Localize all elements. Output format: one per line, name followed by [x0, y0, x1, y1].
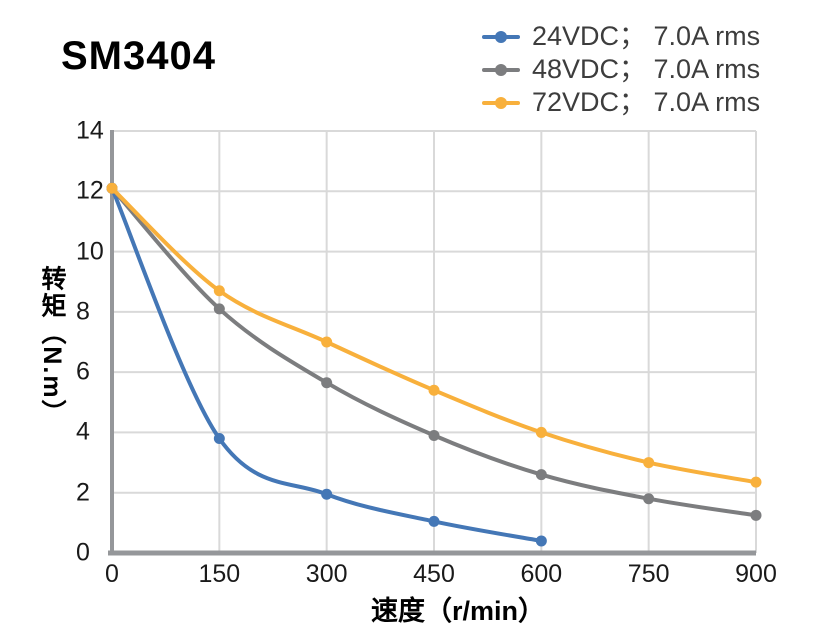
data-point-marker — [428, 515, 440, 527]
data-point-marker — [321, 488, 333, 500]
legend-item: 24VDC； 7.0A rms — [482, 20, 760, 53]
legend-dot-icon — [495, 96, 507, 109]
x-tick-label: 900 — [735, 560, 777, 588]
legend-line-marker-icon — [482, 30, 520, 43]
y-tick-label: 12 — [76, 176, 104, 205]
data-point-marker — [213, 303, 225, 315]
legend-line-marker-icon — [482, 96, 520, 109]
gridlines — [112, 130, 757, 553]
data-point-marker — [106, 182, 118, 194]
data-point-marker — [535, 535, 547, 547]
data-point-marker — [535, 426, 547, 438]
legend-item: 48VDC； 7.0A rms — [482, 53, 760, 86]
y-axis-title: 转矩（N.m） — [38, 265, 66, 427]
y-tick-label: 8 — [76, 297, 90, 326]
x-tick-label: 450 — [413, 560, 455, 588]
data-point-marker — [213, 285, 225, 297]
data-point-marker — [213, 432, 225, 444]
legend-line-marker-icon — [482, 63, 520, 76]
x-axis-title: 速度（r/min） — [370, 596, 546, 626]
x-tick-label: 750 — [627, 560, 670, 588]
x-tick-label: 0 — [105, 560, 119, 588]
data-point-marker — [643, 493, 655, 505]
legend-label: 72VDC； 7.0A rms — [532, 87, 761, 117]
data-point-marker — [535, 469, 547, 481]
legend-dot-icon — [495, 30, 507, 43]
data-point-marker — [750, 509, 762, 521]
legend-dot-icon — [495, 63, 507, 76]
x-tick-label: 150 — [198, 560, 241, 588]
legend-label: 48VDC； 7.0A rms — [532, 54, 761, 84]
legend: 24VDC； 7.0A rms 48VDC； 7.0A rms 72VDC； 7.0… — [482, 20, 760, 119]
data-point-marker — [750, 476, 762, 488]
y-tick-label: 4 — [76, 417, 90, 446]
y-tick-label: 0 — [76, 538, 90, 567]
series-line — [110, 186, 544, 543]
page-title: SM3404 — [61, 34, 216, 78]
data-point-marker — [321, 377, 333, 389]
series-72vdc — [106, 182, 762, 488]
y-tick-label: 2 — [76, 478, 90, 507]
data-point-marker — [428, 429, 440, 441]
x-tick-label: 300 — [305, 560, 348, 588]
y-tick-label: 6 — [76, 357, 90, 386]
data-point-marker — [321, 336, 333, 348]
data-point-marker — [428, 384, 440, 396]
legend-label: 24VDC； 7.0A rms — [532, 21, 761, 51]
y-tick-label: 10 — [76, 237, 104, 266]
y-tick-label: 14 — [76, 116, 104, 145]
legend-item: 72VDC； 7.0A rms — [482, 86, 760, 119]
data-point-marker — [643, 457, 655, 469]
x-tick-label: 600 — [520, 560, 563, 588]
